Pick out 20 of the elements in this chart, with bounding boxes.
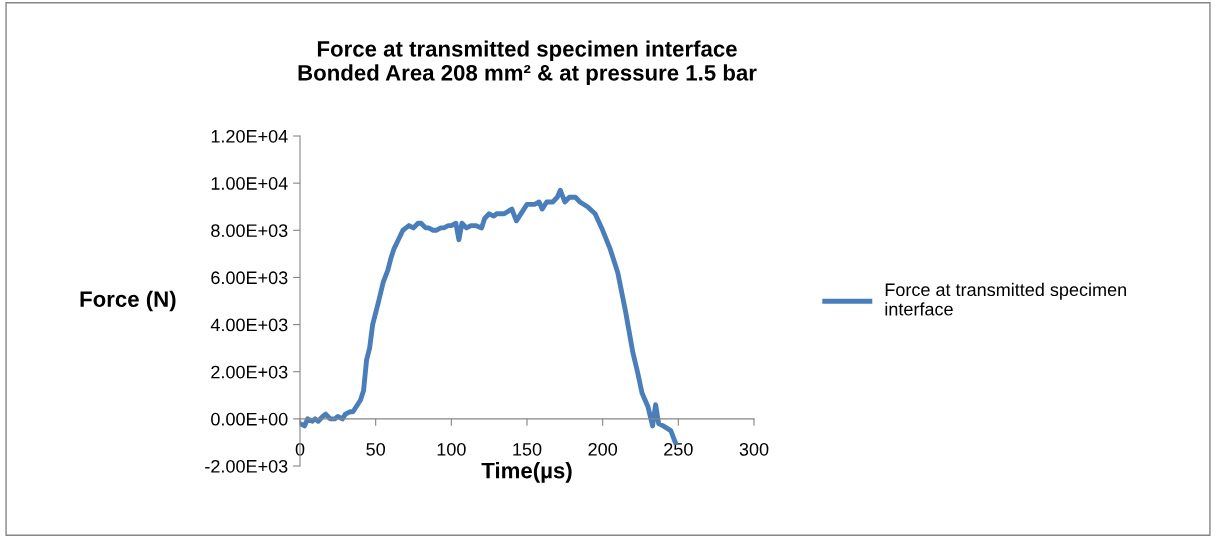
line-series xyxy=(300,187,678,445)
y-tick-label: 4.00E+03 xyxy=(210,318,288,332)
y-axis-title: Force (N) xyxy=(80,290,176,312)
legend-label: Force at transmitted specimen interface xyxy=(885,282,1126,316)
y-tick-label: 8.00E+03 xyxy=(211,224,288,238)
y-tick-label: 1.00E+04 xyxy=(211,177,288,190)
x-axis-title: Time(µs) xyxy=(481,462,572,483)
x-tick-label: 100 xyxy=(437,442,466,456)
chart-title: Force at transmitted specimen interface Bonded Area 208 mm² & at pressure 1.5 bar xyxy=(298,40,757,86)
y-tick-label: -2.00E+03 xyxy=(205,459,288,473)
x-tick-label: 250 xyxy=(664,442,693,456)
y-tick-label: 1.20E+04 xyxy=(211,129,288,143)
x-tick-label: 150 xyxy=(513,442,542,456)
x-tick-label: 0 xyxy=(295,442,305,456)
y-tick-label: 2.00E+03 xyxy=(211,365,288,379)
x-tick-label: 200 xyxy=(588,442,618,456)
y-tick-label: 0.00E+00 xyxy=(211,412,288,426)
x-tick-label: 300 xyxy=(739,442,769,456)
y-tick-label: 6.00E+03 xyxy=(211,271,288,285)
x-tick-label: 50 xyxy=(366,442,385,456)
